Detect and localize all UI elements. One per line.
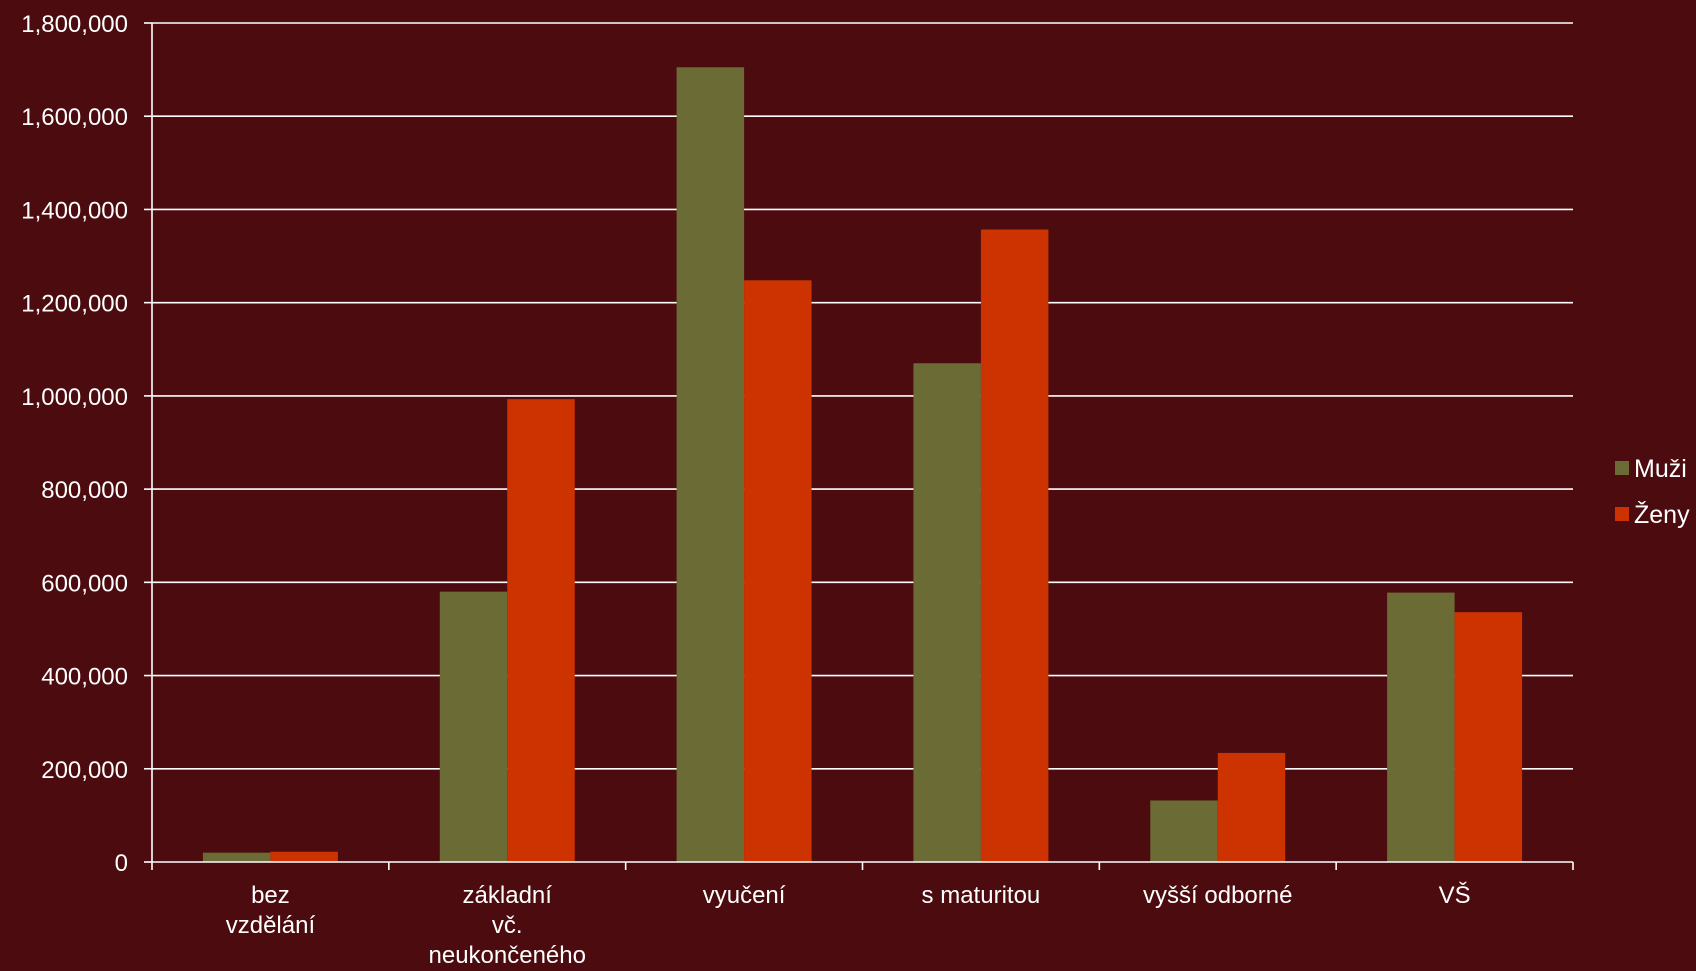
y-tick-label: 1,200,000	[21, 291, 128, 318]
x-tick-label: VŠ	[1439, 881, 1471, 909]
y-tick-label: 1,400,000	[21, 197, 128, 224]
y-tick-labels: 0 200,000 400,000 600,000 800,000 1,000,000 1,…	[21, 11, 128, 877]
bar-ženy	[270, 851, 338, 862]
x-tick-label: základní vč. neukončeného	[429, 882, 586, 966]
legend-label: Ženy	[1634, 500, 1690, 529]
bar-ženy	[1217, 752, 1286, 862]
legend: Muži Ženy	[1615, 455, 1690, 529]
x-tick-label: vyučení	[703, 882, 786, 909]
bar-muži	[202, 852, 271, 862]
bar-ženy	[980, 229, 1049, 862]
legend-swatch-ženy	[1615, 507, 1629, 521]
bar-muži	[1150, 800, 1218, 862]
legend-swatch-muži	[1615, 461, 1629, 475]
bar-ženy	[507, 399, 575, 862]
y-tick-label: 1,800,000	[21, 11, 128, 38]
legend-label: Muži	[1634, 455, 1687, 483]
y-tick-label: 1,000,000	[21, 384, 128, 411]
bar-muži	[1387, 592, 1455, 862]
bars	[202, 67, 1523, 862]
x-tick-label: vyšší odborné	[1143, 882, 1292, 909]
y-tick-label: 1,600,000	[21, 104, 128, 131]
y-tick-label: 400,000	[41, 664, 128, 691]
y-tick-label: 600,000	[41, 570, 128, 597]
bar-ženy	[744, 280, 812, 862]
x-tick-label: s maturitou	[922, 882, 1041, 909]
bar-muži	[439, 591, 508, 862]
x-tick-label: bez vzdělání	[226, 882, 316, 939]
x-tick-labels: bez vzdělání základní vč. neukončeného vyučen…	[226, 881, 1471, 969]
bar-ženy	[1454, 612, 1523, 862]
y-tick-label: 0	[115, 850, 128, 877]
gridlines	[152, 22, 1573, 770]
axes	[144, 22, 1574, 870]
bar-muži	[913, 363, 981, 862]
bar-muži	[676, 67, 745, 862]
y-tick-label: 200,000	[41, 757, 128, 784]
y-tick-label: 800,000	[41, 477, 128, 504]
